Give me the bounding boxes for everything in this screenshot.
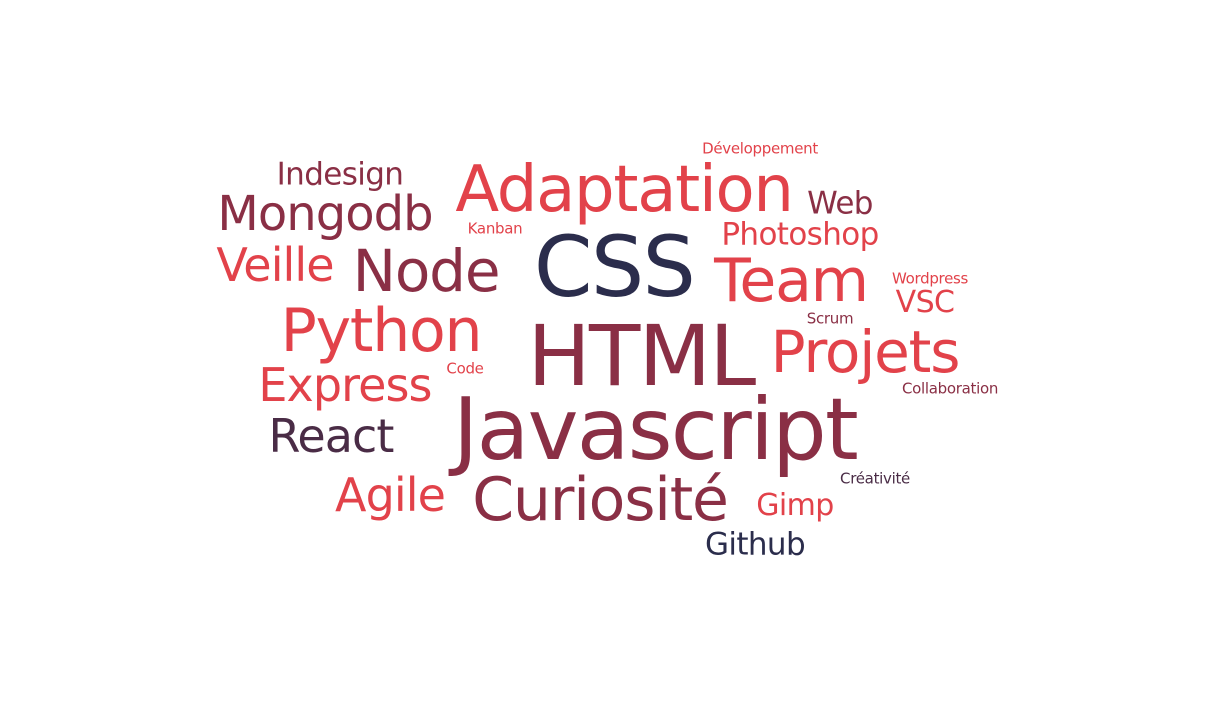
word-agile: Agile [335, 468, 446, 522]
word-vsc: VSC [895, 285, 955, 320]
word-kanban: Kanban [467, 219, 523, 238]
word-wordpress: Wordpress [891, 269, 969, 288]
word-python: Python [280, 296, 483, 366]
word-veille: Veille [216, 238, 334, 292]
word-scrum: Scrum [806, 309, 854, 328]
word-css: CSS [533, 218, 696, 316]
word-express: Express [258, 358, 432, 412]
word-react: React [268, 409, 394, 463]
word-javascript: Javascript [452, 380, 859, 480]
word-collaboration: Collaboration [901, 379, 999, 398]
word-adaptation: Adaptation [455, 153, 794, 227]
word-indesign: Indesign [276, 156, 404, 193]
word-github: Github [704, 526, 806, 563]
word-mongodb: Mongodb [217, 186, 433, 242]
word-gimp: Gimp [756, 488, 834, 523]
word-curiosite: Curiosité [472, 465, 729, 535]
word-projets: Projets [770, 318, 961, 386]
word-photoshop: Photoshop [721, 216, 879, 253]
word-node: Node [352, 237, 501, 305]
word-team: Team [714, 246, 869, 316]
word-html: HTML [527, 307, 756, 405]
word-code: Code [446, 359, 484, 378]
word-developpement: Développement [702, 139, 818, 158]
word-creativite: Créativité [840, 469, 910, 488]
word-web: Web [807, 185, 873, 222]
